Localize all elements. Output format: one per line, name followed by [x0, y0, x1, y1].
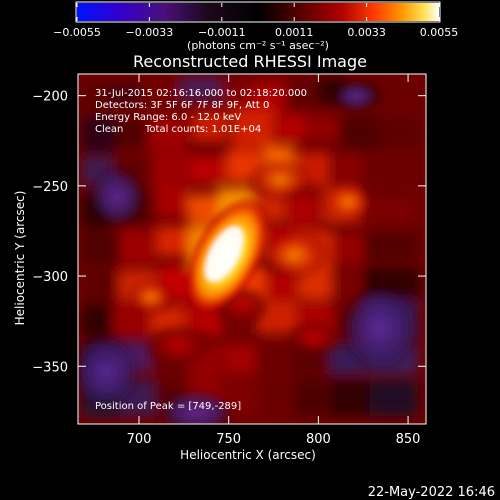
- x-tick-label: 800: [306, 432, 331, 447]
- clean-text: Clean: [95, 124, 123, 135]
- plot-frame: [77, 73, 427, 425]
- colorbar-tick-label: 0.0011: [275, 26, 314, 39]
- peak-position-text: Position of Peak = [749,-289]: [95, 401, 241, 412]
- y-axis-label: Heliocentric Y (arcsec): [13, 191, 27, 326]
- colorbar-tick-label: 0.0033: [347, 26, 386, 39]
- y-tick-labels: −200 −250 −300 −350: [32, 90, 68, 376]
- colorbar-tick-labels: −0.0055 −0.0033 −0.0011 0.0011 0.0033 0.0055: [53, 26, 458, 39]
- y-tick-marks: [78, 95, 426, 367]
- colorbar: [77, 3, 439, 21]
- colorbar-tick-label: −0.0011: [198, 26, 246, 39]
- footer-date: 22-May-2022 16:46: [368, 485, 495, 500]
- x-axis-label: Heliocentric X (arcsec): [180, 448, 316, 462]
- colorbar-tick-label: −0.0033: [126, 26, 174, 39]
- y-tick-label: −250: [32, 180, 68, 195]
- x-tick-marks: [138, 74, 409, 424]
- chart-title: Reconstructed RHESSI Image: [133, 52, 367, 71]
- colorbar-tick-label: 0.0055: [420, 26, 459, 39]
- y-tick-label: −200: [32, 90, 68, 105]
- y-tick-label: −350: [32, 360, 68, 375]
- time-range-text: 31-Jul-2015 02:16:16.000 to 02:18:20.000: [95, 88, 307, 99]
- energy-range-text: Energy Range: 6.0 - 12.0 keV: [95, 112, 241, 123]
- x-tick-labels: 700 750 800 850: [127, 432, 421, 447]
- colorbar-frame: [75, 1, 441, 23]
- colorbar-tick-label: −0.0055: [53, 26, 101, 39]
- heatmap-image: [78, 74, 426, 424]
- y-tick-label: −300: [32, 270, 68, 285]
- total-counts-text: Total counts: 1.01E+04: [144, 124, 261, 135]
- detectors-text: Detectors: 3F 5F 6F 7F 8F 9F, Att 0: [95, 100, 269, 111]
- colorbar-ticks: [76, 3, 440, 21]
- colorbar-label: (photons cm⁻² s⁻¹ asec⁻²): [187, 39, 329, 52]
- x-tick-label: 750: [216, 432, 241, 447]
- x-tick-label: 850: [396, 432, 421, 447]
- x-tick-label: 700: [127, 432, 152, 447]
